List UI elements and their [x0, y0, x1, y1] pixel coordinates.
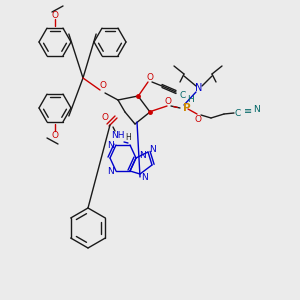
Text: O: O: [101, 112, 109, 122]
Text: ≡: ≡: [244, 106, 252, 116]
Text: N: N: [150, 145, 156, 154]
Text: O: O: [146, 73, 154, 82]
Text: H: H: [188, 95, 194, 104]
Text: P: P: [183, 103, 191, 113]
Text: O: O: [194, 115, 202, 124]
Text: O: O: [100, 82, 106, 91]
Text: N: N: [108, 167, 114, 176]
Text: O: O: [52, 11, 58, 20]
Text: N: N: [195, 83, 203, 93]
Text: O: O: [52, 130, 58, 140]
Text: N: N: [254, 106, 260, 115]
Text: C: C: [235, 109, 241, 118]
Text: N: N: [139, 152, 145, 160]
Text: C: C: [180, 92, 186, 100]
Text: NH: NH: [111, 131, 125, 140]
Text: O: O: [164, 97, 172, 106]
Text: N: N: [108, 140, 114, 149]
Text: H: H: [125, 134, 131, 142]
Text: N: N: [142, 172, 148, 182]
